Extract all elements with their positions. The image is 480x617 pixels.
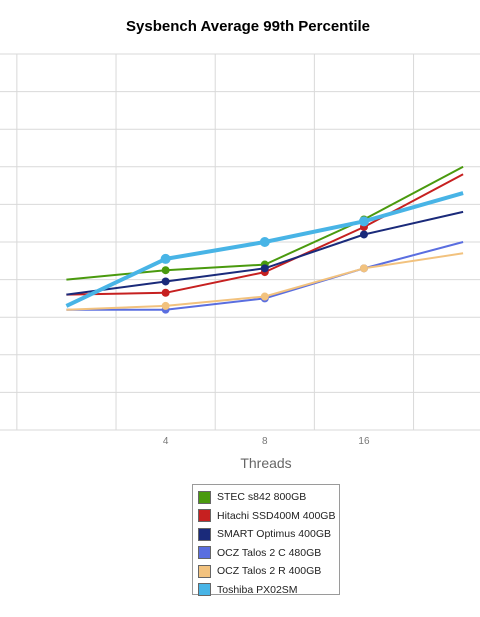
data-point bbox=[358, 216, 369, 227]
data-point bbox=[160, 253, 171, 264]
data-point bbox=[161, 288, 170, 297]
legend-label: OCZ Talos 2 C 480GB bbox=[217, 546, 322, 559]
legend-swatch bbox=[198, 509, 211, 523]
legend: STEC s842 800GB Hitachi SSD400M 400GB SMAR… bbox=[192, 484, 340, 597]
legend-item: STEC s842 800GB bbox=[193, 488, 339, 507]
legend-label: SMART Optimus 400GB bbox=[217, 528, 331, 541]
legend-item: Toshiba PX02SM bbox=[193, 581, 339, 600]
series-line bbox=[65, 191, 464, 308]
x-tick-label: 8 bbox=[262, 436, 268, 447]
data-point bbox=[359, 230, 368, 239]
legend-swatch bbox=[198, 527, 211, 541]
legend-item: OCZ Talos 2 R 400GB bbox=[193, 562, 339, 581]
x-tick-label: 4 bbox=[163, 436, 169, 447]
legend-label: STEC s842 800GB bbox=[217, 491, 307, 504]
data-point bbox=[359, 264, 368, 273]
chart-title: Sysbench Average 99th Percentile bbox=[126, 18, 370, 35]
legend-swatch bbox=[198, 490, 211, 504]
legend-item: OCZ Talos 2 C 480GB bbox=[193, 544, 339, 563]
data-point bbox=[161, 277, 170, 286]
legend-item: SMART Optimus 400GB bbox=[193, 525, 339, 544]
series-line bbox=[66, 210, 464, 296]
legend-item: Hitachi SSD400M 400GB bbox=[193, 507, 339, 526]
legend-label: Hitachi SSD400M 400GB bbox=[217, 509, 336, 522]
legend-label: Toshiba PX02SM bbox=[217, 583, 298, 596]
x-tick-label: 16 bbox=[358, 436, 370, 447]
data-point bbox=[260, 292, 269, 301]
legend-swatch bbox=[198, 583, 211, 597]
legend-swatch bbox=[198, 564, 211, 578]
data-point bbox=[161, 301, 170, 310]
legend-swatch bbox=[198, 546, 211, 560]
data-point bbox=[259, 237, 270, 247]
x-axis-label: Threads bbox=[240, 455, 291, 471]
legend-label: OCZ Talos 2 R 400GB bbox=[217, 565, 322, 578]
data-point bbox=[260, 264, 269, 273]
gridlines bbox=[0, 53, 480, 431]
x-tick-labels: 4 8 16 bbox=[163, 436, 370, 447]
data-point bbox=[161, 266, 170, 275]
series-points bbox=[160, 215, 369, 314]
